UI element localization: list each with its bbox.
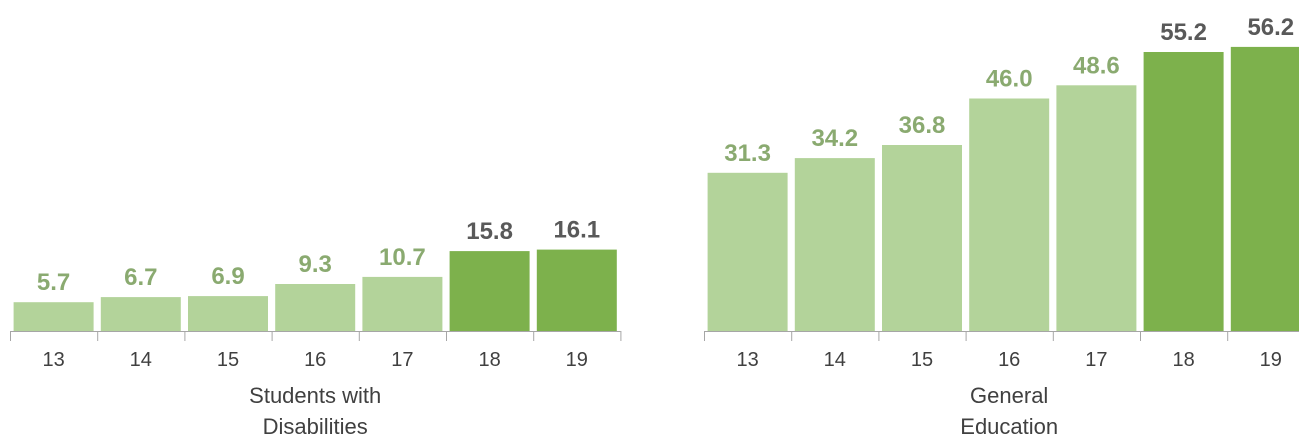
x-axis: 13 14 15 16 17 18 19 13 14 15 16 17 18 19 bbox=[10, 331, 1299, 371]
bar bbox=[969, 98, 1050, 331]
bar-value-label: 36.8 bbox=[899, 112, 946, 139]
bar-value-label: 34.2 bbox=[811, 125, 858, 152]
bars-layer bbox=[13, 46, 1299, 332]
x-tick-label: 15 bbox=[217, 349, 239, 371]
bar bbox=[1056, 85, 1137, 331]
bar bbox=[275, 284, 356, 331]
bar bbox=[13, 302, 94, 331]
group-labels-layer: Students with Disabilities General Educatio… bbox=[249, 383, 1058, 439]
bar bbox=[449, 251, 530, 331]
bar-value-label: 31.3 bbox=[724, 140, 771, 167]
bar-value-label: 55.2 bbox=[1160, 19, 1207, 46]
x-tick-label: 14 bbox=[130, 349, 152, 371]
group-label: Students with bbox=[249, 383, 381, 408]
bar-value-label: 56.2 bbox=[1247, 14, 1294, 41]
bar-value-label: 48.6 bbox=[1073, 52, 1120, 79]
group-label: Education bbox=[960, 414, 1058, 439]
bar-value-label: 9.3 bbox=[299, 251, 332, 278]
bar-value-label: 6.7 bbox=[124, 264, 157, 291]
bar bbox=[882, 145, 962, 331]
bar-value-label: 5.7 bbox=[37, 269, 70, 296]
x-tick-label: 17 bbox=[391, 349, 413, 371]
x-tick-label: 19 bbox=[566, 349, 588, 371]
x-tick-label: 16 bbox=[998, 349, 1020, 371]
bar bbox=[188, 296, 268, 331]
bar bbox=[536, 249, 617, 331]
bar bbox=[100, 297, 181, 331]
x-tick-label: 19 bbox=[1260, 349, 1282, 371]
bar bbox=[362, 276, 443, 331]
x-tick-label: 18 bbox=[1172, 349, 1194, 371]
bar-value-label: 46.0 bbox=[986, 66, 1033, 93]
bar-value-label: 15.8 bbox=[466, 218, 513, 245]
bar-value-label: 10.7 bbox=[379, 244, 426, 271]
x-tick-label: 16 bbox=[304, 349, 326, 371]
group-label: Disabilities bbox=[263, 414, 368, 439]
bar bbox=[1230, 46, 1299, 332]
bar-value-label: 16.1 bbox=[553, 217, 600, 244]
bar-value-label: 6.9 bbox=[211, 263, 244, 290]
x-tick-label: 13 bbox=[736, 349, 758, 371]
x-tick-label: 14 bbox=[824, 349, 846, 371]
group-label: General bbox=[970, 383, 1048, 408]
bar bbox=[794, 158, 875, 331]
x-tick-label: 13 bbox=[42, 349, 64, 371]
bar bbox=[707, 172, 788, 331]
value-labels-layer: 5.7 6.7 6.9 9.3 10.7 15.8 16.1 31.3 34.2 36.8 46.0… bbox=[37, 14, 1294, 296]
x-tick-label: 18 bbox=[478, 349, 500, 371]
bar bbox=[1143, 52, 1224, 331]
x-tick-label: 15 bbox=[911, 349, 933, 371]
x-tick-label: 17 bbox=[1085, 349, 1107, 371]
